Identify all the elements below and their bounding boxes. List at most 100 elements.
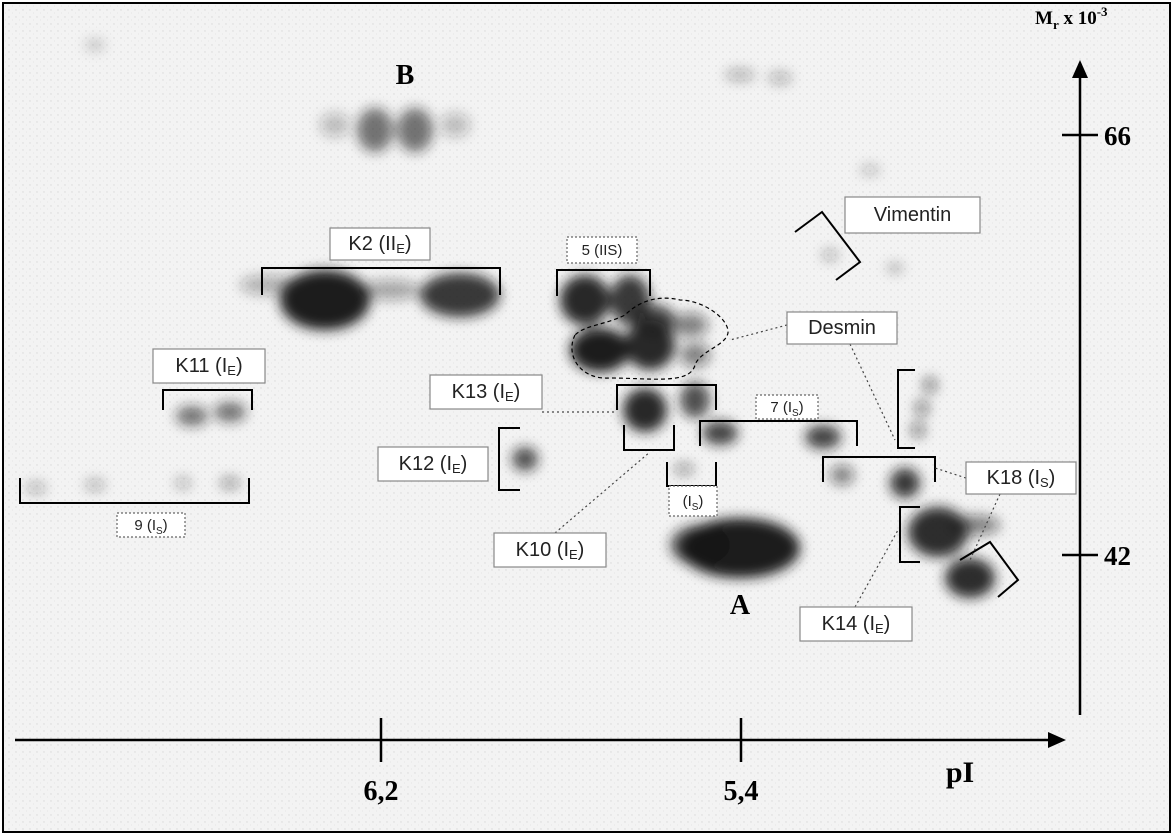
label-box	[329, 227, 431, 261]
label-box	[377, 446, 489, 482]
gel-spot	[320, 113, 350, 137]
brackets	[19, 210, 1020, 608]
label-part: )	[514, 381, 521, 403]
label-part: )	[1049, 467, 1056, 489]
spot-label: B	[396, 60, 415, 91]
gel-spot	[397, 108, 433, 152]
label-box	[755, 394, 819, 420]
label-part: )	[578, 539, 585, 561]
gel-spot	[860, 165, 880, 175]
label-part: 7 (I	[770, 399, 792, 416]
annotation-label: K11 (IE)	[175, 355, 242, 378]
gel-spot	[950, 515, 1000, 535]
label-part: )	[405, 233, 412, 255]
label-box	[116, 512, 186, 538]
gel-spot	[26, 482, 46, 494]
gel-spot	[623, 388, 667, 432]
label-part: K10 (I	[516, 539, 569, 561]
gel-spot	[702, 421, 738, 445]
label-box	[799, 606, 913, 642]
label-box	[965, 461, 1077, 495]
annotation-label: 9 (IS)	[134, 517, 167, 537]
gel-spot	[672, 313, 708, 337]
gel-spot	[357, 108, 393, 152]
label-part: E	[227, 363, 236, 378]
annotation-label: K13 (IE)	[452, 381, 521, 404]
gel-spot	[887, 263, 903, 273]
label-part: 9 (I	[134, 517, 156, 534]
x-axis-label: pI	[946, 756, 974, 789]
gel-spot	[560, 275, 610, 325]
label-box	[493, 532, 607, 568]
gel-spot	[805, 425, 841, 449]
gel-spot	[175, 477, 191, 489]
label-part: E	[396, 241, 405, 256]
gel-spot	[440, 113, 470, 137]
label-part: )	[799, 399, 804, 416]
gel-spot	[570, 328, 630, 372]
gel-spot	[945, 558, 995, 598]
annotation-label: K18 (IS)	[987, 467, 1056, 490]
gel-spot	[908, 507, 968, 557]
label-box	[429, 374, 543, 410]
annotation-label: K14 (IE)	[822, 613, 891, 636]
label-part: (I	[683, 493, 692, 510]
gel-spot	[680, 343, 710, 367]
label-part: )	[884, 613, 891, 635]
label-part: S	[156, 526, 163, 537]
gel-spot	[420, 273, 500, 317]
desmin-outline	[571, 297, 729, 380]
annotation-label: (IS)	[683, 493, 704, 513]
label-part: E	[452, 461, 461, 476]
label-part: S	[692, 502, 699, 513]
gel-spot	[85, 39, 105, 51]
annotation-label: Desmin	[808, 317, 876, 339]
label-part: )	[163, 517, 168, 534]
gel-spot	[674, 463, 694, 475]
label-part: K11 (I	[175, 355, 227, 377]
gel-spot	[911, 422, 925, 438]
annotation-label: K10 (IE)	[516, 539, 585, 562]
label-part: 5 (IIS)	[582, 242, 623, 259]
label-part: )	[236, 355, 243, 377]
gel-spot	[280, 270, 370, 330]
gel-spot	[670, 525, 730, 565]
gel-spot	[725, 69, 755, 81]
annotation-label: K2 (IIE)	[348, 233, 411, 256]
label-box	[566, 236, 638, 264]
gel-spot	[830, 465, 854, 485]
label-part: E	[875, 621, 884, 636]
gel-spot	[635, 305, 675, 335]
gel-spot	[85, 479, 105, 491]
x-tick-label: 5,4	[724, 776, 759, 807]
annotation-label: K12 (IE)	[399, 453, 468, 476]
label-part: Desmin	[808, 317, 876, 339]
gel-spot	[915, 400, 929, 416]
axes	[15, 60, 1098, 762]
label-part: E	[569, 547, 578, 562]
annotation-label: 7 (IS)	[770, 399, 803, 419]
label-box	[152, 348, 266, 384]
label-box	[668, 485, 718, 517]
label-part: K14 (I	[822, 613, 875, 635]
y-axis-label: Mr x 10-3	[1035, 4, 1108, 32]
label-box	[844, 196, 981, 234]
label-part: K18 (I	[987, 467, 1040, 489]
gel-spot	[240, 275, 300, 295]
label-box	[786, 311, 898, 345]
gel-spots	[26, 39, 1000, 598]
label-part: S	[1040, 475, 1049, 490]
gel-spot	[176, 406, 208, 426]
annotation-label: 5 (IIS)	[582, 242, 623, 259]
label-part: K13 (I	[452, 381, 505, 403]
y-tick-label: 42	[1104, 541, 1131, 571]
gel-spot	[512, 447, 538, 471]
gel-spot	[214, 402, 246, 422]
label-part: K12 (I	[399, 453, 452, 475]
label-part: )	[698, 493, 703, 510]
label-part: K2 (II	[348, 233, 396, 255]
label-part: )	[461, 453, 468, 475]
gel-spot	[923, 377, 937, 393]
